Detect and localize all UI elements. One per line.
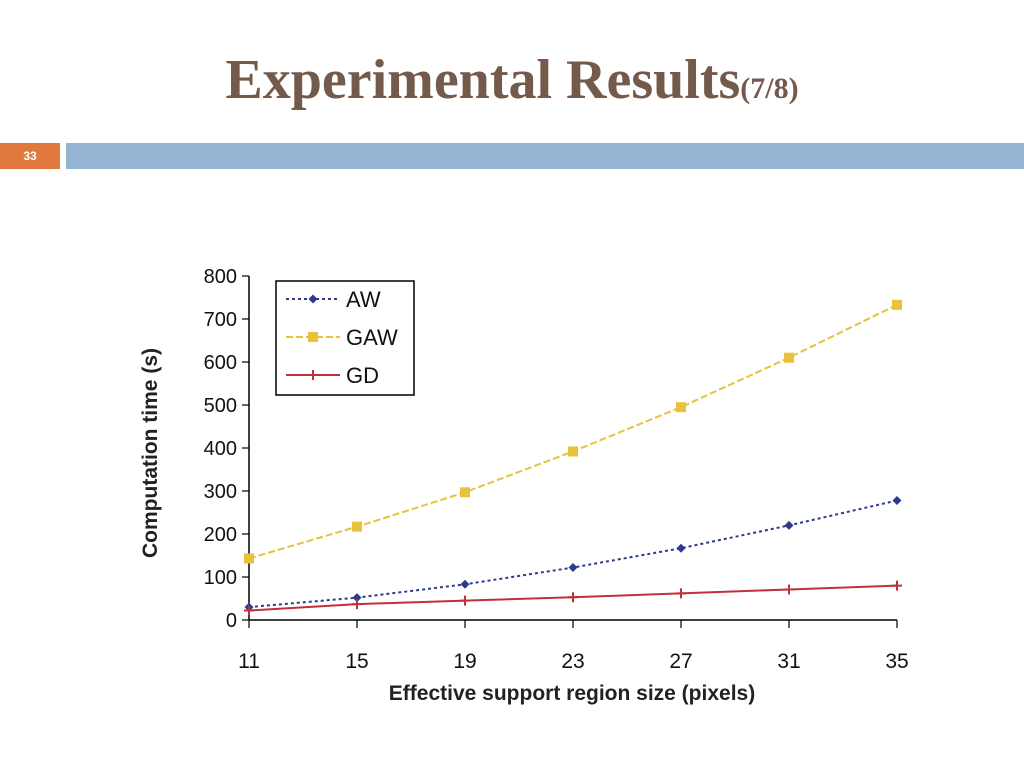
slide-title-main: Experimental Results	[225, 49, 741, 111]
y-tick-label: 700	[204, 309, 237, 331]
x-tick-label: 35	[885, 650, 908, 673]
x-tick-label: 27	[669, 650, 692, 673]
legend-marker-gd	[308, 370, 318, 380]
slide-title-sub: (7/8)	[740, 72, 799, 105]
legend-label-aw: AW	[346, 287, 381, 312]
legend-marker-gaw	[308, 332, 318, 342]
x-tick-label: 15	[345, 650, 368, 673]
header-bar	[66, 143, 1024, 169]
data-point-gd	[676, 588, 686, 599]
y-tick-label: 0	[226, 610, 237, 632]
y-tick-label: 100	[204, 567, 237, 589]
data-point-aw	[568, 563, 578, 573]
data-point-gaw	[460, 487, 470, 498]
data-point-gaw	[568, 446, 578, 457]
x-tick-label: 23	[561, 650, 584, 673]
data-point-gd	[784, 584, 794, 595]
legend-marker-aw	[308, 294, 318, 304]
data-point-aw	[352, 593, 362, 603]
data-point-gd	[568, 592, 578, 603]
y-tick-label: 400	[204, 438, 237, 460]
data-point-aw	[676, 543, 686, 553]
x-tick-label: 11	[238, 650, 260, 673]
data-point-aw	[460, 579, 470, 589]
x-tick-label: 19	[453, 650, 476, 673]
data-point-aw	[784, 520, 794, 530]
data-point-gd	[352, 599, 362, 610]
y-tick-label: 800	[204, 266, 237, 288]
x-tick-label: 31	[777, 650, 800, 673]
data-point-gd	[460, 595, 470, 606]
x-axis-label: Effective support region size (pixels)	[389, 682, 755, 705]
data-point-gd	[244, 605, 254, 616]
legend-label-gd: GD	[346, 363, 379, 388]
page-number-badge: 33	[0, 143, 60, 169]
y-tick-label: 300	[204, 481, 237, 503]
y-tick-label: 500	[204, 395, 237, 417]
slide-title: Experimental Results(7/8)	[0, 48, 1024, 112]
data-point-gaw	[352, 521, 362, 532]
y-tick-label: 200	[204, 524, 237, 546]
data-point-gaw	[892, 299, 902, 310]
data-point-gaw	[244, 553, 254, 564]
legend-label-gaw: GAW	[346, 325, 398, 350]
data-point-gaw	[784, 352, 794, 363]
y-tick-label: 600	[204, 352, 237, 374]
series-line-aw	[248, 499, 898, 609]
y-axis-label: Computation time (s)	[139, 348, 162, 558]
data-point-gaw	[676, 402, 686, 413]
data-point-aw	[892, 495, 902, 505]
data-point-gd	[892, 580, 902, 591]
